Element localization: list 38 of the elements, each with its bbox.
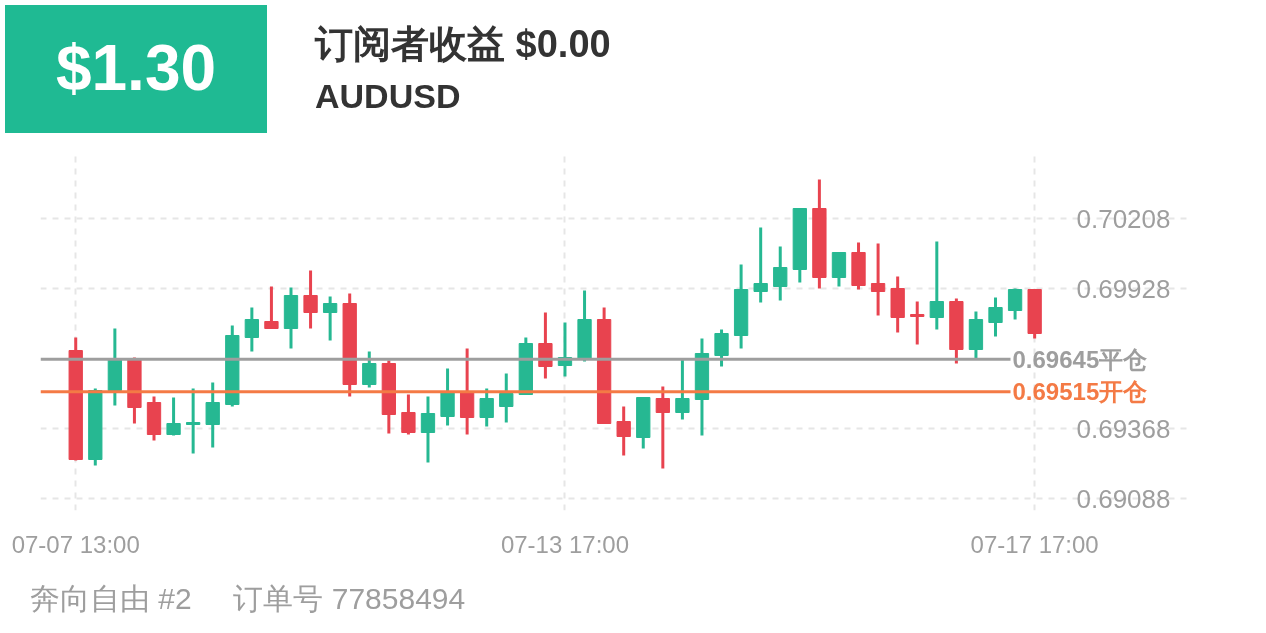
- candlestick: [773, 246, 788, 301]
- candlestick: [440, 368, 455, 426]
- text: $1.30: [55, 31, 217, 107]
- chart-subtitle: AUDUSD: [315, 76, 462, 117]
- candlestick: [185, 388, 201, 454]
- y-tick-label: 0.70208: [1076, 203, 1171, 234]
- candlestick: [1007, 288, 1023, 320]
- y-tick-label: 0.69088: [1076, 483, 1171, 514]
- candlestick: [538, 312, 553, 379]
- candlestick: [205, 382, 220, 448]
- candlestick: [675, 359, 690, 420]
- chart-title: 订阅者收益 $0.00: [315, 22, 611, 67]
- candlestick: [616, 406, 631, 456]
- candlestick: [910, 301, 925, 345]
- candlestick: [655, 386, 670, 469]
- ref-line-label: 0.69515开仓: [1012, 378, 1149, 406]
- candlestick: [264, 286, 279, 329]
- y-tick-label: 0.69368: [1076, 413, 1171, 444]
- candlestick: [401, 394, 416, 435]
- candlestick: [479, 388, 494, 427]
- candlestick: [870, 243, 886, 316]
- candlestick: [362, 351, 377, 388]
- candlestick: [420, 396, 436, 463]
- candlestick: [714, 329, 729, 367]
- candlestick: [499, 373, 514, 423]
- ref-line-label: 0.69645平仓: [1012, 345, 1149, 373]
- candlestick: [753, 227, 768, 303]
- candlestick: [929, 241, 944, 330]
- candlestick: [166, 397, 181, 436]
- candlestick: [244, 307, 260, 352]
- candlestick: [322, 296, 338, 341]
- x-tick-label: 07-17 17:00: [970, 530, 1099, 558]
- candlestick: [303, 270, 318, 329]
- text: 奔向自由 #2 订单号 77858494: [30, 581, 466, 617]
- candlestick: [988, 297, 1003, 337]
- x-tick-label: 07-07 13:00: [11, 530, 140, 558]
- x-tick-label: 07-13 17:00: [500, 530, 630, 558]
- y-tick-label: 0.69928: [1076, 273, 1171, 304]
